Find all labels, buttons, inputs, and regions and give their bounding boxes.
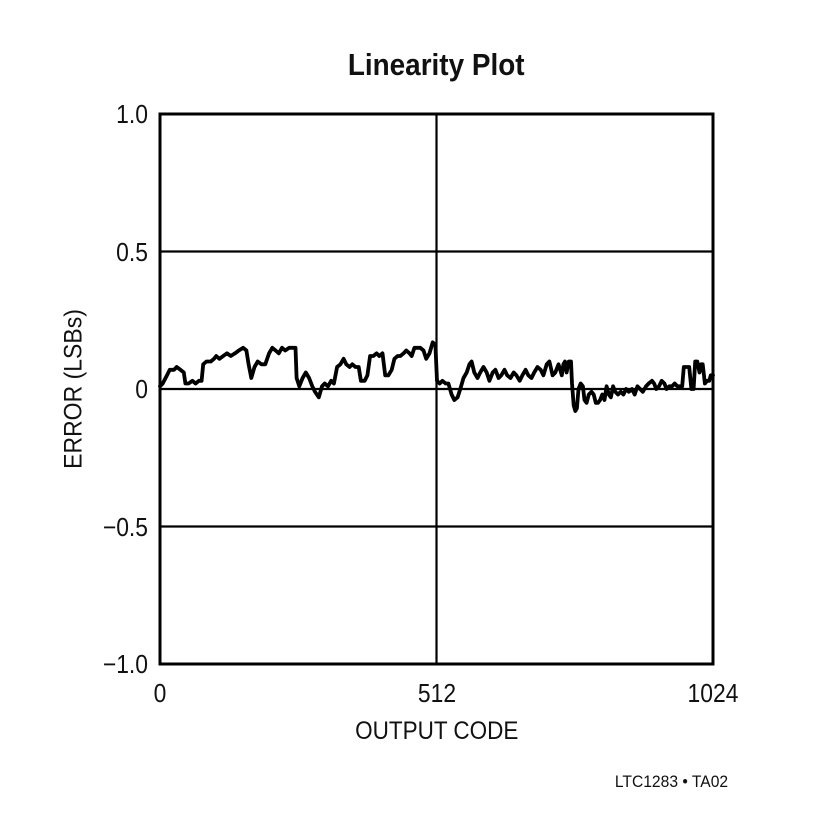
y-tick-label: −0.5 [102, 511, 148, 542]
y-tick-label: 0.5 [116, 236, 148, 267]
error-trace [158, 340, 715, 413]
y-tick-label: −1.0 [102, 649, 148, 679]
x-axis-title: OUTPUT CODE [160, 719, 713, 744]
plot-border [158, 112, 715, 666]
y-tick-label: 0 [135, 374, 148, 404]
x-tick-label: 1024 [687, 678, 739, 708]
x-axis-title-text: OUTPUT CODE [354, 717, 519, 745]
x-tick-label: 512 [417, 678, 456, 708]
y-tick-label: 1.0 [116, 99, 148, 129]
x-tick-label: 0 [153, 678, 167, 708]
y-axis-title: ERROR (LSBs) [59, 309, 88, 469]
chart-title-text: Linearity Plot [348, 47, 525, 82]
gridlines [160, 114, 713, 664]
chart-title: Linearity Plot [160, 49, 713, 80]
part-number-note: LTC1283 • TA02 [614, 772, 728, 791]
